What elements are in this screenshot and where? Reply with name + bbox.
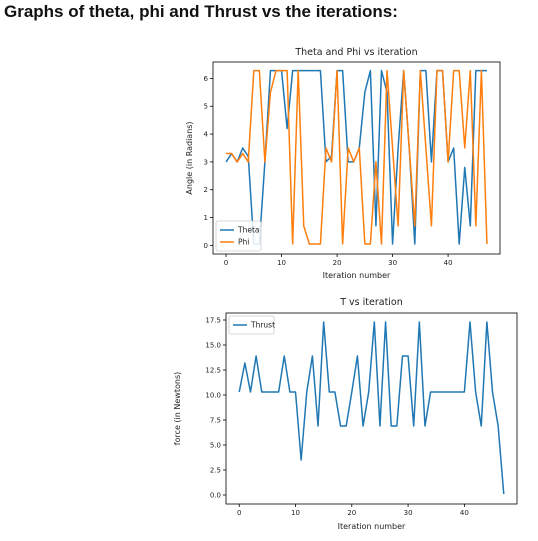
- chart-1: Theta and Phi vs iteration 0 10 20 30 40 0 1 2 3 4…: [185, 47, 501, 280]
- chart-title: T vs iteration: [339, 297, 403, 308]
- y-tick-label: 10.0: [205, 392, 221, 400]
- page-heading: Graphs of theta, phi and Thrust vs the i…: [4, 2, 398, 21]
- y-tick-label: 15.0: [205, 342, 221, 350]
- x-axis-label: Iteration number: [323, 271, 391, 280]
- y-tick-label: 5.0: [210, 442, 221, 450]
- legend-label: Theta: [237, 226, 260, 235]
- plot-frame: [212, 61, 501, 255]
- x-tick-label: 10: [291, 509, 300, 517]
- y-tick-label: 0.0: [210, 492, 221, 500]
- plot-frame: [225, 312, 518, 505]
- x-tick-label: 30: [388, 259, 397, 267]
- y-tick-label: 1: [204, 214, 208, 222]
- x-tick-label: 10: [277, 259, 286, 267]
- y-axis-label: Angle (in Radians): [185, 121, 194, 194]
- chart-2: T vs iteration 0 10 20 30 40 0.0 2.5 5.0 7.5 10.0 1…: [173, 297, 518, 531]
- x-tick-label: 40: [444, 259, 453, 267]
- series-line-thrust: [238, 321, 505, 495]
- x-tick-label: 30: [404, 509, 413, 517]
- legend-box: [228, 315, 275, 335]
- x-tick-label: 20: [347, 509, 356, 517]
- y-tick-label: 17.5: [205, 317, 221, 325]
- x-tick-label: 0: [224, 259, 228, 267]
- y-tick-label: 4: [204, 131, 209, 139]
- series-line-phi: [226, 69, 488, 245]
- y-tick-label: 0: [204, 242, 208, 250]
- y-tick-label: 6: [204, 75, 209, 83]
- y-tick-label: 2: [204, 186, 208, 194]
- x-axis-label: Iteration number: [338, 522, 406, 531]
- x-tick-label: 0: [237, 509, 241, 517]
- chart-title: Theta and Phi vs iteration: [294, 47, 417, 58]
- x-tick-label: 40: [460, 509, 469, 517]
- y-tick-label: 7.5: [210, 417, 221, 425]
- y-tick-label: 12.5: [205, 367, 221, 375]
- y-axis-label: force (in Newtons): [173, 372, 182, 445]
- legend-label: Thrust: [250, 321, 275, 330]
- y-tick-label: 2.5: [210, 467, 221, 475]
- y-tick-label: 5: [204, 103, 208, 111]
- x-tick-label: 20: [333, 259, 342, 267]
- y-tick-label: 3: [204, 158, 208, 166]
- legend-box: [215, 220, 262, 252]
- legend-label: Phi: [238, 238, 249, 247]
